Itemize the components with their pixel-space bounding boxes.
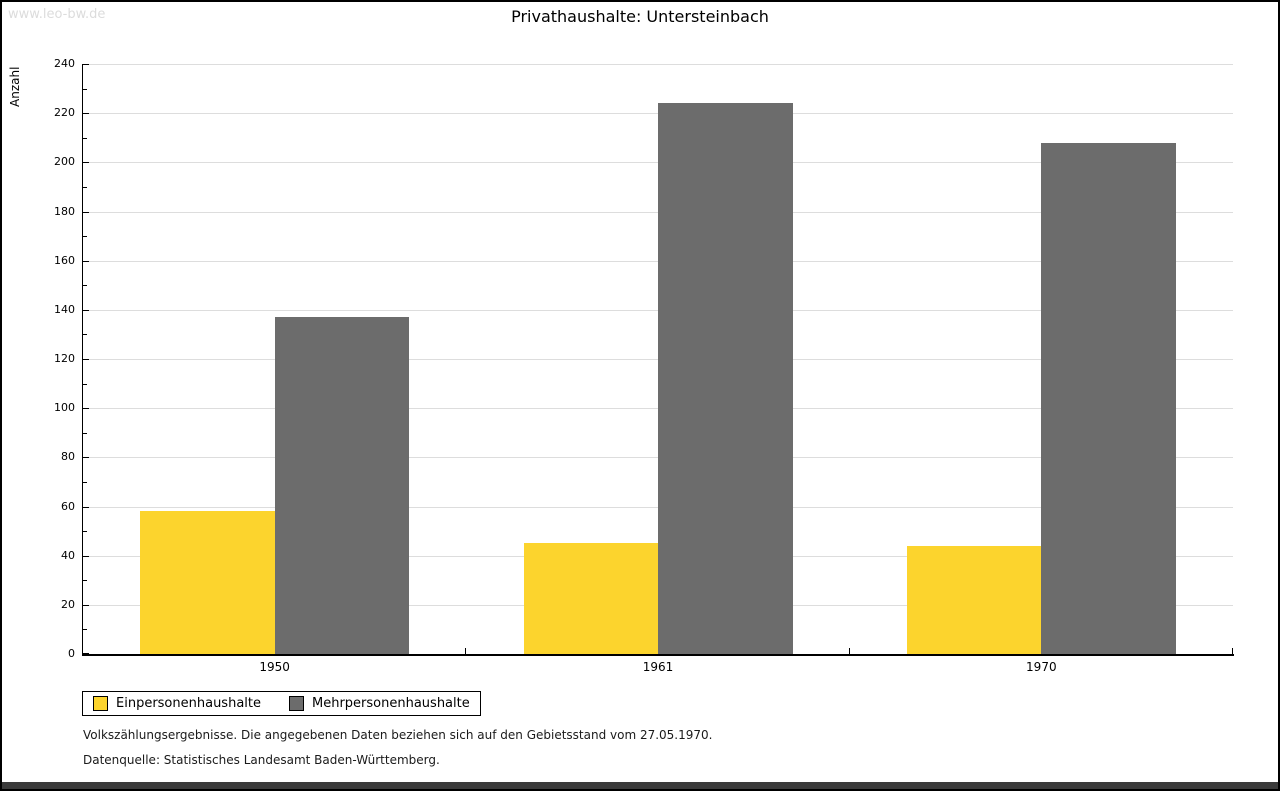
y-axis-tick <box>83 604 89 606</box>
y-tick-label: 0 <box>68 647 75 660</box>
legend-swatch-yellow <box>93 696 108 711</box>
legend-swatch-gray <box>289 696 304 711</box>
footnote-datasource: Datenquelle: Statistisches Landesamt Bad… <box>83 753 440 767</box>
y-tick-label: 80 <box>61 450 75 464</box>
legend-item-einpersonenhaushalte: Einpersonenhaushalte <box>93 696 261 711</box>
y-tick-label: 120 <box>54 352 75 365</box>
y-axis-tick <box>83 359 89 360</box>
y-axis-minor-tick <box>83 137 87 139</box>
legend: Einpersonenhaushalte Mehrpersonenhaushal… <box>82 691 481 716</box>
y-tick-label: 180 <box>54 204 75 218</box>
y-axis-minor-tick <box>83 186 87 188</box>
y-tick-label: 160 <box>54 253 75 267</box>
y-axis-tick <box>83 260 89 262</box>
y-axis-minor-tick <box>83 236 87 238</box>
y-axis-label: Anzahl <box>8 66 22 107</box>
bar-einpersonenhaushalte <box>906 545 1042 654</box>
x-tick-label: 1950 <box>259 660 290 674</box>
y-tick-label: 60 <box>61 499 75 513</box>
y-axis-tick <box>83 457 89 459</box>
y-axis-tick <box>83 211 89 213</box>
bar-einpersonenhaushalte <box>523 543 658 654</box>
legend-label-einpersonenhaushalte: Einpersonenhaushalte <box>116 696 261 711</box>
y-axis-tick <box>83 408 89 410</box>
x-axis-line <box>82 654 1234 656</box>
y-tick-label: 240 <box>54 57 75 70</box>
y-axis-tick <box>83 309 89 311</box>
bar-mehrpersonenhaushalte <box>658 103 793 654</box>
bar-einpersonenhaushalte <box>140 511 275 654</box>
x-axis-tick <box>1232 648 1233 654</box>
y-axis-minor-tick <box>83 383 87 385</box>
y-tick-label: 220 <box>54 106 75 120</box>
plot-area: 0 20 40 60 80 100 120 140 160 180 200 220 240 1950 196… <box>54 57 1234 674</box>
y-axis-tick <box>83 162 89 164</box>
chart-title: Privathaushalte: Untersteinbach <box>511 7 769 26</box>
y-axis-minor-tick <box>83 531 87 533</box>
y-axis-minor-tick <box>83 629 87 631</box>
y-tick-label: 140 <box>54 302 75 316</box>
x-tick-label: 1961 <box>642 660 674 674</box>
y-axis-tick <box>83 64 89 65</box>
y-axis-minor-tick <box>83 432 87 434</box>
legend-item-mehrpersonenhaushalte: Mehrpersonenhaushalte <box>289 696 470 711</box>
y-axis-tick <box>83 113 89 115</box>
x-axis-tick <box>465 648 467 654</box>
y-axis-minor-tick <box>83 481 87 483</box>
y-axis-minor-tick <box>83 88 87 90</box>
y-axis-tick <box>83 555 89 557</box>
footnote-source-note: Volkszählungsergebnisse. Die angegebenen… <box>83 728 713 742</box>
y-tick-label: 20 <box>61 597 75 611</box>
y-axis-minor-tick <box>83 580 87 582</box>
y-axis-tick <box>83 653 89 654</box>
y-axis-tick <box>83 506 89 508</box>
y-axis-line <box>82 64 83 655</box>
bar-mehrpersonenhaushalte <box>1041 142 1176 654</box>
y-axis-minor-tick <box>83 334 87 336</box>
y-tick-label: 40 <box>61 548 75 562</box>
x-tick-label: 1970 <box>1026 660 1057 674</box>
bar-mehrpersonenhaushalte <box>274 317 410 654</box>
y-tick-label: 100 <box>54 401 75 415</box>
y-gridline <box>83 64 1233 65</box>
window-bottom-edge <box>2 782 1278 789</box>
watermark: www.leo-bw.de <box>8 7 106 22</box>
y-tick-label: 200 <box>54 155 75 169</box>
y-axis-minor-tick <box>83 285 87 287</box>
x-axis-tick <box>848 648 850 654</box>
legend-label-mehrpersonenhaushalte: Mehrpersonenhaushalte <box>312 696 470 711</box>
